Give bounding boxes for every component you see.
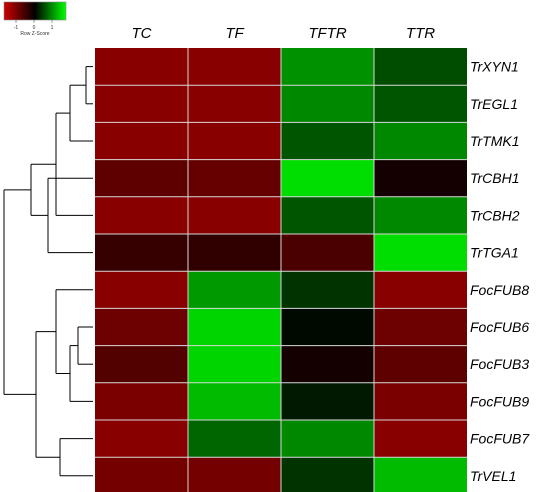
color-key-bar: [3, 1, 67, 21]
heatmap-cell: [281, 234, 374, 272]
cell-grid: [95, 48, 467, 492]
heatmap-cell: [95, 271, 188, 309]
heatmap-cell: [281, 420, 374, 458]
column-labels: TC TF TFTR TTR: [132, 25, 436, 42]
column-label: TTR: [406, 25, 435, 42]
heatmap-cell: [95, 122, 188, 160]
row-label: TrXYN1: [470, 59, 519, 75]
heatmap-cell: [281, 159, 374, 197]
heatmap-cell: [374, 382, 467, 420]
heatmap-cell: [374, 420, 467, 458]
row-label: TrTGA1: [470, 245, 519, 261]
heatmap-cell: [188, 308, 281, 346]
heatmap-cell: [188, 196, 281, 234]
row-label: TrTMK1: [470, 133, 520, 149]
heatmap-cell: [374, 234, 467, 272]
color-key-tick-label: 1: [51, 25, 54, 31]
row-label: FocFUB7: [470, 431, 530, 447]
color-key-tick-label: -1: [14, 25, 19, 31]
heatmap-cell: [374, 457, 467, 492]
heatmap-cell: [95, 196, 188, 234]
row-label: TrCBH1: [470, 170, 520, 186]
heatmap-cell: [374, 85, 467, 123]
heatmap-cell: [281, 271, 374, 309]
heatmap-cell: [188, 420, 281, 458]
heatmap-cell: [188, 122, 281, 160]
column-label: TFTR: [308, 25, 346, 42]
heatmap-cell: [95, 457, 188, 492]
heatmap-cell: [188, 234, 281, 272]
heatmap-cell: [281, 382, 374, 420]
heatmap-cell: [374, 48, 467, 86]
heatmap-cell: [281, 196, 374, 234]
column-label: TC: [132, 25, 152, 42]
heatmap-cell: [188, 457, 281, 492]
heatmap-cell: [281, 345, 374, 383]
row-label: TrCBH2: [470, 207, 520, 223]
heatmap-cell: [95, 159, 188, 197]
row-labels: TrXYN1 TrEGL1 TrTMK1 TrCBH1 TrCBH2 TrTGA1 FocF…: [470, 59, 530, 484]
heatmap-cell: [374, 196, 467, 234]
heatmap-cell: [188, 271, 281, 309]
heatmap-cells: [95, 48, 467, 492]
heatmap-cell: [95, 48, 188, 86]
heatmap-cell: [374, 308, 467, 346]
row-label: FocFUB9: [470, 393, 529, 409]
heatmap-cell: [281, 48, 374, 86]
heatmap-cell: [281, 85, 374, 123]
heatmap-cell: [188, 345, 281, 383]
color-key: -1 0 1 Row Z-Score: [3, 1, 67, 37]
row-dendrogram: [3, 66, 93, 477]
row-label: TrEGL1: [470, 96, 518, 112]
heatmap-cell: [374, 159, 467, 197]
color-key-tick-label: 0: [33, 25, 36, 31]
heatmap-cell: [95, 85, 188, 123]
heatmap-cell: [281, 122, 374, 160]
row-label: FocFUB6: [470, 319, 529, 335]
heatmap-cell: [95, 308, 188, 346]
color-key-title: Row Z-Score: [20, 31, 49, 37]
row-label: FocFUB3: [470, 356, 529, 372]
heatmap-cell: [188, 48, 281, 86]
column-label: TF: [225, 25, 244, 42]
heatmap-cell: [374, 271, 467, 309]
heatmap-cell: [95, 382, 188, 420]
heatmap-cell: [95, 420, 188, 458]
row-label: TrVEL1: [470, 468, 516, 484]
heatmap-cell: [188, 159, 281, 197]
heatmap-cell: [281, 457, 374, 492]
row-label: FocFUB8: [470, 282, 529, 298]
heatmap-cell: [95, 234, 188, 272]
heatmap-cell: [374, 122, 467, 160]
heatmap-cell: [374, 345, 467, 383]
heatmap-cell: [188, 382, 281, 420]
heatmap-cell: [95, 345, 188, 383]
heatmap-cell: [188, 85, 281, 123]
heatmap-cell: [281, 308, 374, 346]
